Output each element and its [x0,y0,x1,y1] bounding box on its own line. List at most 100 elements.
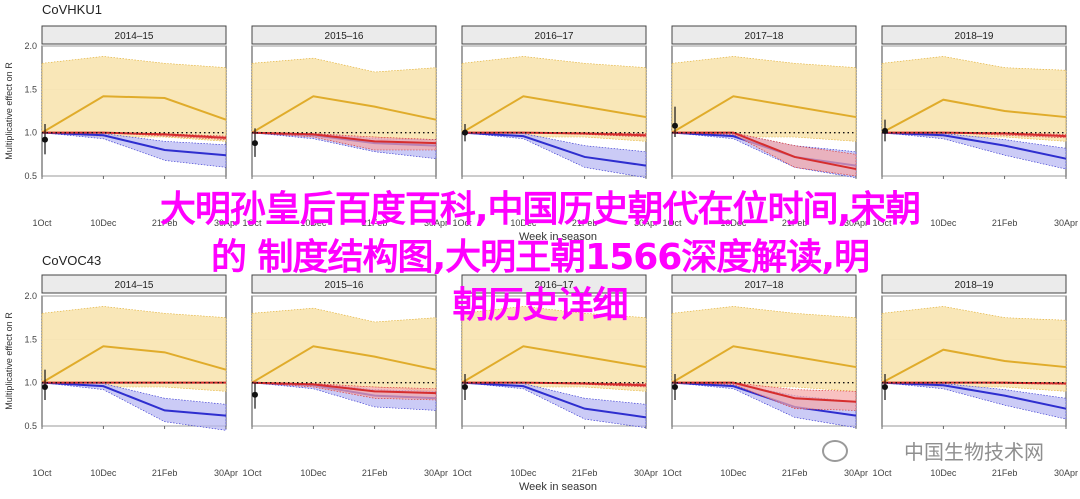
panel-strip [461,274,647,294]
x-axis-label: Week in season [519,231,597,243]
series-line [41,381,227,417]
ci-ribbon [41,382,227,431]
y-tick-label: 0.5 [24,171,37,181]
series-line [881,98,1067,134]
series-line [672,381,857,403]
point-estimate [252,140,258,147]
watermark: 中国生物技术网 [904,440,1044,464]
chart-title: CoVHKU1 [42,2,102,17]
x-tick-label: 1Oct [32,468,52,478]
x-tick-label: 10Dec [510,468,537,478]
series-line [461,95,647,134]
series-line [41,345,227,384]
panel-season-label: 2017–18 [745,31,784,42]
x-tick-label: 21Feb [362,218,388,228]
ci-ribbon [671,306,857,392]
ci-ribbon [461,382,647,429]
panel-season-label: 2018–19 [955,280,994,291]
ci-ribbon [671,132,857,177]
ci-ribbon [671,382,857,411]
series-line [881,381,1067,410]
series-line [672,131,857,171]
x-tick-label: 21Feb [782,468,808,478]
point-estimate [462,129,468,136]
panel-strip [881,25,1067,45]
series-line [41,95,227,134]
series-line [41,131,227,157]
series-line [461,131,647,167]
series-line [462,381,647,387]
x-axis-label: Week in season [519,481,597,493]
x-tick-label: 10Dec [300,468,327,478]
y-tick-label: 1.5 [24,334,37,344]
ci-ribbon [251,57,437,142]
x-tick-label: 30Apr [214,218,238,228]
y-tick-label: 2.0 [24,291,37,301]
panel-strip [251,25,437,45]
series-line [461,345,647,384]
panel-season-label: 2015–16 [325,31,364,42]
series-line [251,95,437,134]
y-tick-label: 0.5 [24,421,37,431]
x-tick-label: 10Dec [300,218,327,228]
point-estimate [672,384,678,390]
x-tick-label: 10Dec [720,218,747,228]
ci-ribbon [461,306,647,392]
chart-title: CoVOC43 [42,253,101,268]
x-tick-label: 10Dec [90,468,117,478]
x-tick-label: 10Dec [720,468,747,478]
x-tick-label: 1Oct [872,468,892,478]
point-estimate [42,384,48,390]
point-estimate [882,384,888,390]
series-line [461,381,647,419]
x-tick-label: 21Feb [152,218,178,228]
series-line [882,131,1067,138]
series-line [881,131,1067,160]
x-tick-label: 21Feb [572,218,598,228]
x-tick-label: 1Oct [662,468,682,478]
panel-strip [41,25,227,45]
ci-ribbon [461,56,647,142]
point-estimate [42,136,48,143]
point-estimate [672,122,678,129]
x-tick-label: 21Feb [572,468,598,478]
x-tick-label: 10Dec [90,218,117,228]
x-tick-label: 30Apr [1054,468,1078,478]
series-line [251,345,437,384]
point-estimate [252,391,258,398]
x-tick-label: 21Feb [782,218,808,228]
x-tick-label: 30Apr [844,218,868,228]
x-tick-label: 10Dec [930,468,957,478]
y-tick-label: 2.0 [24,41,37,51]
series-line [881,348,1067,384]
x-tick-label: 21Feb [152,468,178,478]
panel-strip [881,274,1067,294]
ci-ribbon [251,132,437,151]
ci-ribbon [41,56,227,142]
ci-ribbon [881,56,1067,142]
series-line [251,381,437,395]
series-line [671,95,857,134]
ci-ribbon [251,382,437,401]
x-tick-label: 30Apr [424,468,448,478]
wechat-icon [822,440,848,462]
x-tick-label: 1Oct [452,218,472,228]
x-tick-label: 30Apr [844,468,868,478]
x-tick-label: 30Apr [634,218,658,228]
ci-ribbon [251,307,437,392]
ci-ribbon [881,306,1067,392]
ci-ribbon [251,382,437,411]
ci-ribbon [881,132,1067,170]
x-tick-label: 1Oct [242,468,262,478]
x-tick-label: 10Dec [510,218,537,228]
x-tick-label: 1Oct [872,218,892,228]
x-tick-label: 1Oct [242,218,262,228]
panel-season-label: 2014–15 [115,280,154,291]
series-line [671,345,857,384]
x-tick-label: 21Feb [992,468,1018,478]
series-line [251,131,437,145]
x-tick-label: 1Oct [452,468,472,478]
x-tick-label: 21Feb [992,218,1018,228]
x-tick-label: 30Apr [424,218,448,228]
